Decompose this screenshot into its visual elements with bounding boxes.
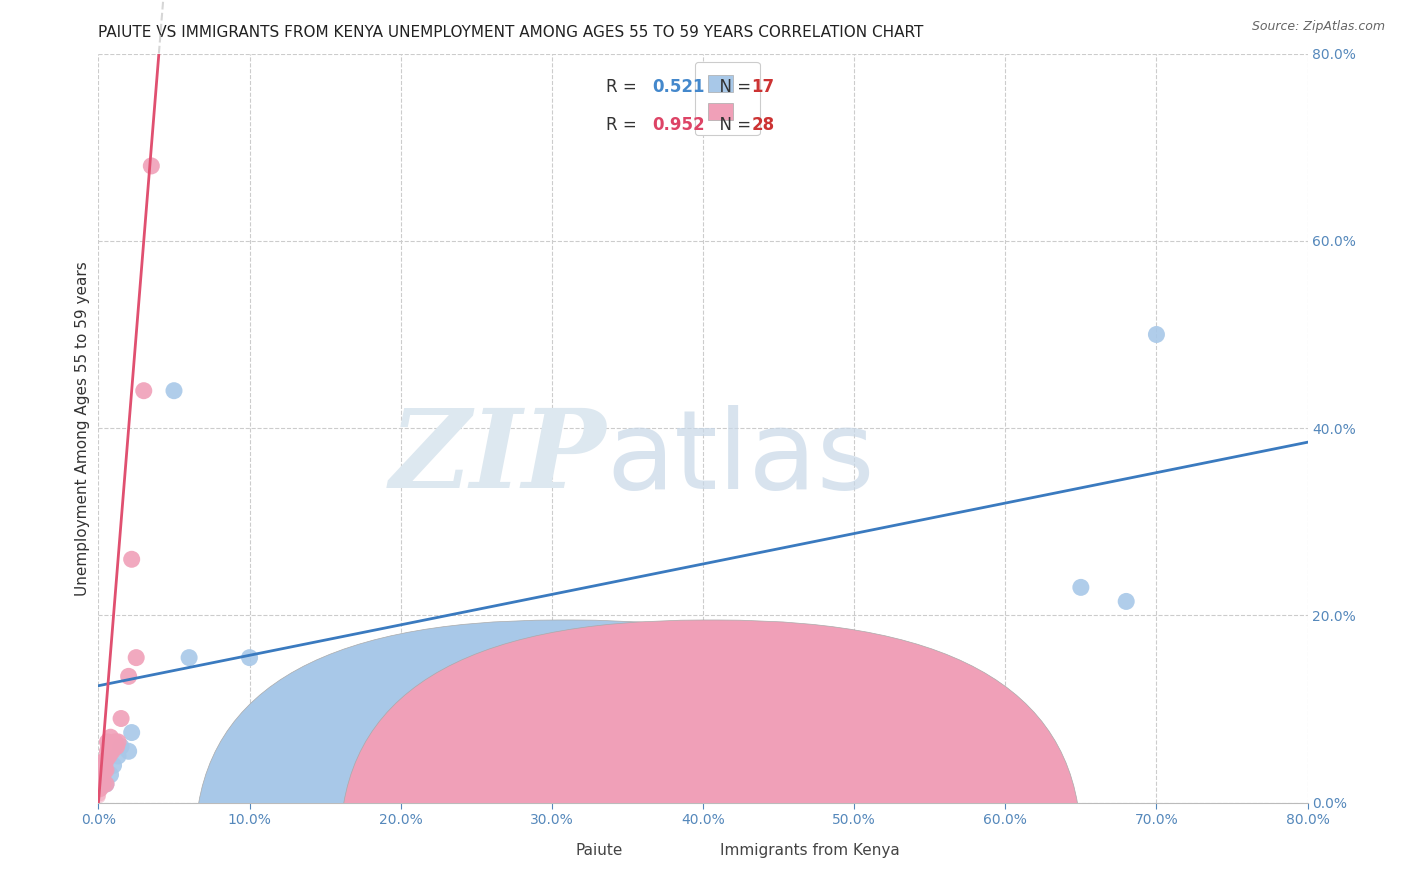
Point	[97, 748, 120, 763]
Point	[314, 758, 336, 772]
Point	[91, 767, 114, 781]
Point	[101, 744, 124, 758]
Point	[98, 749, 121, 764]
Point	[90, 767, 112, 781]
Point	[91, 758, 114, 772]
Point	[1144, 327, 1167, 342]
Point	[90, 783, 112, 797]
Point	[89, 781, 111, 796]
Point	[141, 159, 163, 173]
Point	[98, 742, 121, 756]
FancyBboxPatch shape	[340, 620, 1081, 892]
Text: 28: 28	[751, 116, 775, 134]
Point	[100, 730, 122, 744]
Point	[96, 735, 118, 749]
Point	[94, 764, 117, 778]
Text: Paiute: Paiute	[575, 843, 623, 858]
Point	[118, 669, 141, 683]
Point	[90, 777, 112, 791]
Point	[98, 741, 121, 756]
Text: N =: N =	[709, 78, 756, 96]
Point	[105, 739, 128, 754]
Point	[91, 775, 114, 789]
Point	[90, 781, 112, 796]
Point	[103, 739, 125, 754]
Text: 17: 17	[751, 78, 775, 96]
Point	[94, 760, 117, 774]
Point	[107, 735, 129, 749]
Point	[98, 739, 121, 754]
Point	[91, 777, 114, 791]
Point	[93, 772, 115, 786]
FancyBboxPatch shape	[195, 620, 936, 892]
Y-axis label: Unemployment Among Ages 55 to 59 years: Unemployment Among Ages 55 to 59 years	[75, 260, 90, 596]
Point	[110, 712, 132, 726]
Point	[1070, 581, 1092, 595]
Point	[94, 777, 117, 791]
Point	[90, 783, 112, 797]
Point	[322, 760, 344, 774]
Point	[121, 725, 143, 739]
Text: PAIUTE VS IMMIGRANTS FROM KENYA UNEMPLOYMENT AMONG AGES 55 TO 59 YEARS CORRELATI: PAIUTE VS IMMIGRANTS FROM KENYA UNEMPLOY…	[98, 25, 924, 40]
Point	[179, 650, 201, 665]
Point	[94, 760, 117, 774]
Point	[90, 781, 112, 796]
Point	[96, 753, 118, 767]
Point	[93, 754, 115, 768]
Point	[90, 780, 112, 794]
Point	[94, 777, 117, 791]
Point	[239, 650, 262, 665]
Point	[89, 772, 111, 787]
Text: Immigrants from Kenya: Immigrants from Kenya	[720, 843, 900, 858]
Point	[103, 758, 125, 772]
Point	[89, 788, 111, 802]
Point	[121, 552, 143, 566]
Point	[125, 650, 148, 665]
Point	[132, 384, 155, 398]
Text: R =: R =	[606, 116, 643, 134]
Point	[94, 754, 117, 768]
Point	[98, 747, 121, 761]
Point	[96, 755, 118, 769]
Text: Source: ZipAtlas.com: Source: ZipAtlas.com	[1251, 20, 1385, 33]
Point	[94, 763, 117, 777]
Point	[110, 739, 132, 754]
Text: 0.952: 0.952	[652, 116, 704, 134]
Point	[107, 749, 129, 764]
Point	[104, 735, 127, 749]
Point	[89, 790, 111, 805]
Point	[163, 384, 186, 398]
Legend: , : ,	[695, 62, 759, 135]
Text: ZIP: ZIP	[389, 404, 606, 512]
Point	[1115, 594, 1137, 608]
Point	[100, 767, 122, 781]
Text: N =: N =	[709, 116, 756, 134]
Text: 0.521: 0.521	[652, 78, 704, 96]
Point	[93, 763, 115, 777]
Text: R =: R =	[606, 78, 643, 96]
Point	[118, 744, 141, 758]
Point	[96, 744, 118, 758]
Text: atlas: atlas	[606, 405, 875, 512]
